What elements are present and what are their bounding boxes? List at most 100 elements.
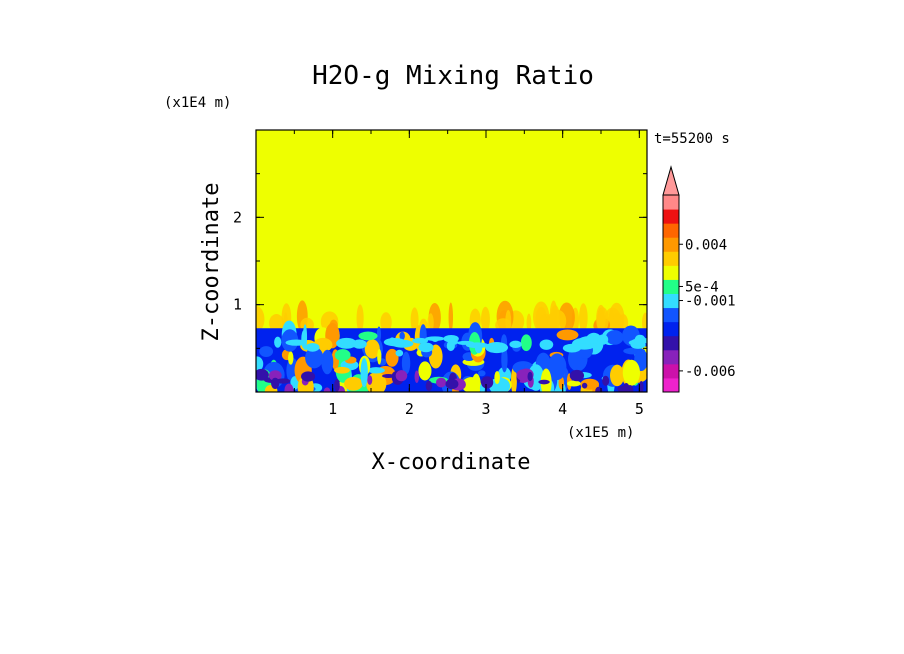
field-patch: [567, 380, 581, 387]
y-multiplier-label: (x1E4 m): [164, 95, 231, 111]
field-patch: [622, 359, 641, 386]
field-core: [268, 370, 282, 381]
field-band: [383, 337, 406, 347]
y-axis-ticks: 12: [233, 173, 647, 349]
x-axis-label: X-coordinate: [372, 450, 531, 475]
plume-tongue: [481, 306, 490, 333]
field-core: [301, 371, 316, 382]
field-core: [256, 368, 269, 381]
field-band: [539, 339, 554, 350]
field-patch: [334, 366, 350, 374]
x-multiplier-label: (x1E5 m): [567, 425, 634, 441]
field-patch: [259, 346, 274, 357]
colorbar-swatch: [663, 265, 679, 280]
field-patch: [367, 367, 385, 374]
field-patch: [321, 349, 334, 375]
field-patch: [605, 330, 624, 345]
field-band: [336, 337, 357, 349]
plume-tongue: [269, 314, 284, 333]
field-patch: [418, 361, 432, 381]
plume-tongue: [526, 313, 532, 333]
field-patch: [547, 353, 567, 381]
field-patch: [494, 371, 500, 384]
field-core: [367, 375, 373, 385]
colorbar-label: 5e-4: [685, 279, 719, 295]
field-band: [597, 334, 609, 345]
field-band: [431, 336, 439, 342]
plume-tongue: [579, 303, 588, 333]
field-patch: [510, 366, 517, 392]
colorbar-extend-arrow: [662, 165, 680, 196]
field-patch: [610, 364, 625, 387]
field-patch: [305, 346, 324, 369]
y-axis-label: Z-coordinate: [199, 183, 224, 342]
plume-tongue: [427, 313, 434, 333]
colorbar-label: -0.006: [685, 364, 736, 380]
field-band: [579, 336, 600, 345]
colorbar-swatch: [663, 279, 679, 294]
field-core: [414, 370, 419, 383]
field-patch: [401, 351, 411, 375]
y-tick-label: 2: [233, 208, 242, 226]
field-core: [382, 373, 395, 378]
x-tick-label: 3: [481, 400, 490, 418]
field-band: [352, 339, 367, 349]
field-patch: [395, 349, 404, 357]
field-patch: [334, 349, 351, 362]
field-core: [569, 369, 585, 382]
plume-tongue: [380, 312, 392, 333]
field-band: [285, 339, 307, 346]
colorbar-swatch: [663, 293, 679, 309]
field-patch: [501, 346, 508, 373]
colorbar-swatch: [663, 195, 679, 210]
field-core: [639, 381, 644, 392]
field-patch: [428, 344, 443, 369]
field-core: [275, 378, 291, 384]
field-patch: [385, 348, 399, 367]
x-tick-label: 4: [558, 400, 567, 418]
plume-tongue: [596, 307, 609, 333]
colorbar-swatch: [663, 307, 679, 323]
colorbar-swatch: [663, 251, 679, 266]
field-band: [412, 337, 429, 344]
field-patch: [477, 370, 486, 377]
field-band: [485, 342, 509, 354]
field-core: [581, 382, 588, 389]
colorbar-swatch: [663, 335, 679, 351]
field-patch: [364, 339, 380, 359]
plume-tongue: [641, 312, 647, 333]
field-core: [271, 377, 280, 390]
field-band: [456, 340, 474, 345]
plume-tongue: [410, 307, 419, 333]
colorbar-swatch: [663, 321, 679, 337]
plume-tongue: [448, 302, 454, 333]
field-band: [474, 342, 483, 354]
colorbar-swatch: [663, 223, 679, 238]
time-label: t=55200 s: [654, 131, 730, 147]
colorbar-swatch: [663, 349, 679, 365]
field-band: [562, 343, 582, 353]
colorbar-frame: [662, 194, 680, 393]
field-core: [445, 378, 459, 390]
colorbar-swatch: [663, 363, 679, 379]
field-core: [516, 369, 530, 381]
plume-tongue: [356, 304, 364, 333]
colorbar-swatch: [663, 237, 679, 252]
field-band: [443, 334, 459, 343]
field-patch: [301, 330, 307, 349]
field-patch: [344, 376, 363, 391]
field-patch: [461, 377, 482, 392]
field-core: [334, 379, 340, 392]
field-patch: [556, 329, 579, 341]
field-patch: [360, 357, 368, 388]
heatmap-field: [256, 130, 647, 392]
field-core: [538, 379, 550, 385]
field-core: [617, 385, 631, 392]
chart-title: H2O-g Mixing Ratio: [312, 61, 594, 91]
colorbar-swatch: [663, 377, 679, 393]
x-tick-label: 1: [328, 400, 337, 418]
colorbar-label: -0.001: [685, 294, 736, 310]
field-core: [425, 380, 433, 392]
field-core: [436, 377, 447, 388]
